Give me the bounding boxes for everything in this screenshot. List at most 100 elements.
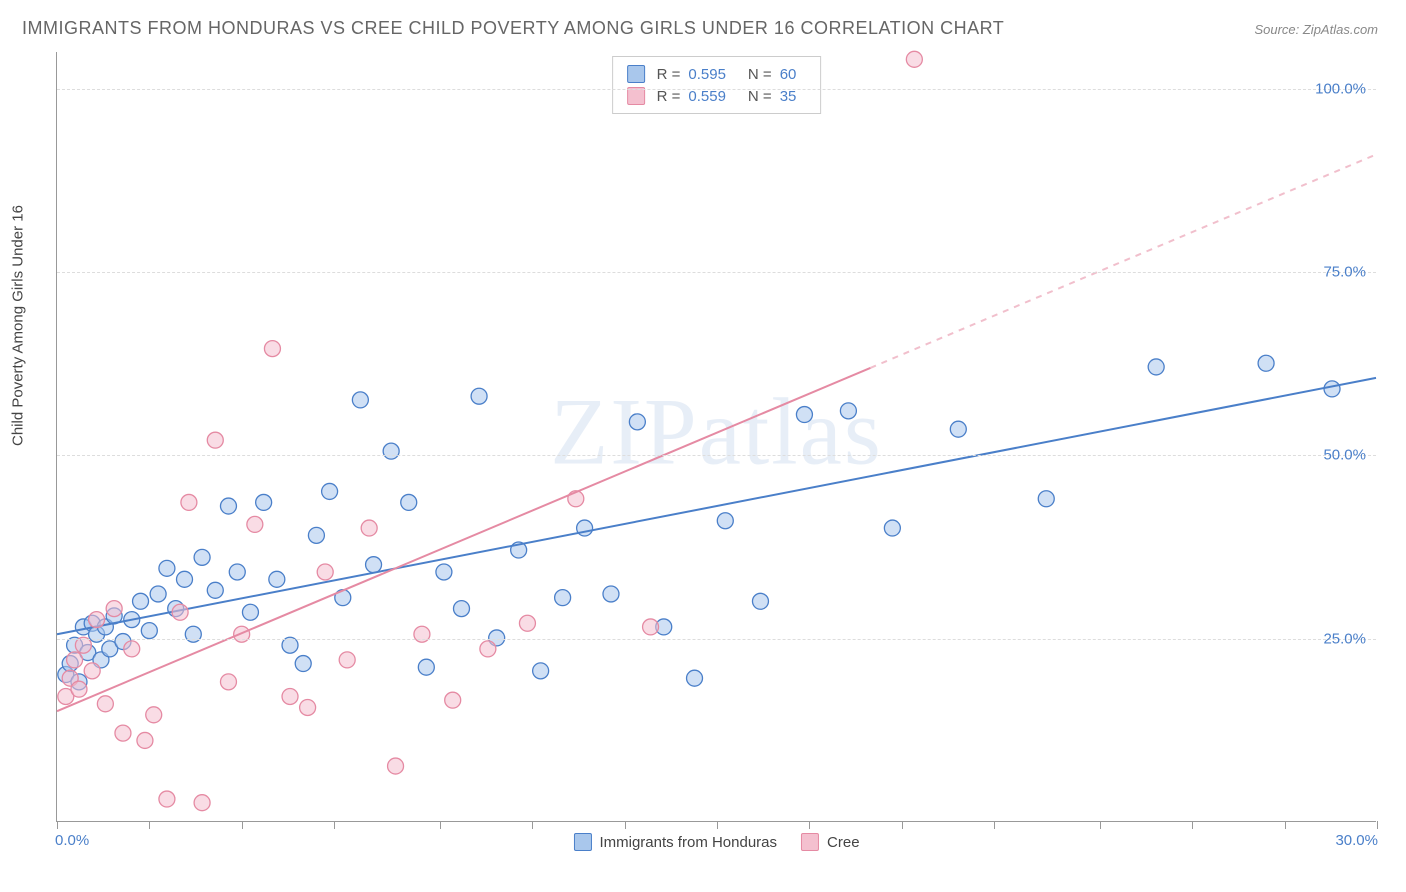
legend-swatch bbox=[627, 87, 645, 105]
scatter-point-cree bbox=[84, 663, 100, 679]
scatter-point-honduras bbox=[717, 513, 733, 529]
x-tick bbox=[902, 821, 903, 829]
grid-line bbox=[57, 455, 1376, 456]
scatter-point-cree bbox=[445, 692, 461, 708]
legend-swatch bbox=[801, 833, 819, 851]
x-tick bbox=[242, 821, 243, 829]
series-legend-label: Cree bbox=[827, 834, 860, 851]
scatter-point-cree bbox=[207, 432, 223, 448]
scatter-point-honduras bbox=[533, 663, 549, 679]
scatter-point-cree bbox=[194, 795, 210, 811]
scatter-point-honduras bbox=[159, 560, 175, 576]
x-tick bbox=[57, 821, 58, 829]
scatter-point-honduras bbox=[687, 670, 703, 686]
scatter-point-honduras bbox=[884, 520, 900, 536]
scatter-point-cree bbox=[339, 652, 355, 668]
series-legend-item: Immigrants from Honduras bbox=[573, 833, 777, 851]
x-tick bbox=[149, 821, 150, 829]
scatter-point-honduras bbox=[950, 421, 966, 437]
series-legend: Immigrants from Honduras Cree bbox=[573, 833, 859, 851]
scatter-point-cree bbox=[181, 494, 197, 510]
scatter-point-honduras bbox=[471, 388, 487, 404]
scatter-point-honduras bbox=[352, 392, 368, 408]
scatter-point-honduras bbox=[295, 656, 311, 672]
scatter-point-honduras bbox=[752, 593, 768, 609]
scatter-point-cree bbox=[220, 674, 236, 690]
grid-line bbox=[57, 89, 1376, 90]
scatter-point-honduras bbox=[220, 498, 236, 514]
x-tick bbox=[532, 821, 533, 829]
scatter-svg bbox=[57, 52, 1376, 821]
legend-swatch bbox=[573, 833, 591, 851]
x-axis-min-label: 0.0% bbox=[55, 832, 89, 849]
scatter-point-cree bbox=[282, 689, 298, 705]
correlation-legend: R =0.595N =60R =0.559N =35 bbox=[612, 56, 822, 114]
series-legend-label: Immigrants from Honduras bbox=[599, 834, 777, 851]
scatter-point-cree bbox=[643, 619, 659, 635]
scatter-point-honduras bbox=[308, 527, 324, 543]
scatter-point-cree bbox=[264, 341, 280, 357]
scatter-point-cree bbox=[519, 615, 535, 631]
x-tick bbox=[334, 821, 335, 829]
y-tick-label: 75.0% bbox=[1323, 264, 1366, 281]
scatter-point-cree bbox=[247, 516, 263, 532]
x-tick bbox=[625, 821, 626, 829]
y-axis-label: Child Poverty Among Girls Under 16 bbox=[10, 205, 27, 446]
y-tick-label: 25.0% bbox=[1323, 630, 1366, 647]
scatter-point-honduras bbox=[242, 604, 258, 620]
scatter-point-cree bbox=[71, 681, 87, 697]
scatter-point-honduras bbox=[185, 626, 201, 642]
source-attribution: Source: ZipAtlas.com bbox=[1254, 22, 1378, 37]
grid-line bbox=[57, 639, 1376, 640]
legend-n-label: N = bbox=[748, 88, 772, 105]
scatter-point-honduras bbox=[555, 590, 571, 606]
chart-title: IMMIGRANTS FROM HONDURAS VS CREE CHILD P… bbox=[22, 18, 1004, 39]
scatter-point-cree bbox=[106, 601, 122, 617]
scatter-point-honduras bbox=[1324, 381, 1340, 397]
scatter-point-honduras bbox=[603, 586, 619, 602]
scatter-point-honduras bbox=[269, 571, 285, 587]
scatter-point-cree bbox=[172, 604, 188, 620]
scatter-point-honduras bbox=[366, 557, 382, 573]
scatter-point-honduras bbox=[322, 483, 338, 499]
legend-swatch bbox=[627, 65, 645, 83]
legend-r-label: R = bbox=[657, 66, 681, 83]
legend-r-value: 0.595 bbox=[688, 66, 726, 83]
scatter-point-honduras bbox=[401, 494, 417, 510]
scatter-point-cree bbox=[89, 612, 105, 628]
x-tick bbox=[1100, 821, 1101, 829]
legend-r-label: R = bbox=[657, 88, 681, 105]
x-tick bbox=[440, 821, 441, 829]
scatter-point-cree bbox=[146, 707, 162, 723]
scatter-point-honduras bbox=[840, 403, 856, 419]
scatter-point-cree bbox=[480, 641, 496, 657]
legend-n-value: 35 bbox=[780, 88, 797, 105]
x-tick bbox=[717, 821, 718, 829]
scatter-point-honduras bbox=[194, 549, 210, 565]
grid-line bbox=[57, 272, 1376, 273]
legend-n-value: 60 bbox=[780, 66, 797, 83]
scatter-point-cree bbox=[137, 732, 153, 748]
scatter-point-honduras bbox=[796, 407, 812, 423]
scatter-point-honduras bbox=[1258, 355, 1274, 371]
x-tick bbox=[1377, 821, 1378, 829]
scatter-point-cree bbox=[115, 725, 131, 741]
scatter-point-cree bbox=[317, 564, 333, 580]
legend-r-value: 0.559 bbox=[688, 88, 726, 105]
scatter-point-honduras bbox=[133, 593, 149, 609]
x-tick bbox=[1192, 821, 1193, 829]
scatter-point-honduras bbox=[629, 414, 645, 430]
scatter-point-honduras bbox=[256, 494, 272, 510]
y-tick-label: 50.0% bbox=[1323, 447, 1366, 464]
scatter-point-honduras bbox=[453, 601, 469, 617]
x-axis-max-label: 30.0% bbox=[1335, 832, 1378, 849]
scatter-point-cree bbox=[300, 699, 316, 715]
scatter-point-honduras bbox=[383, 443, 399, 459]
scatter-point-honduras bbox=[141, 623, 157, 639]
scatter-point-honduras bbox=[207, 582, 223, 598]
trend-line-cree bbox=[57, 368, 870, 711]
scatter-point-cree bbox=[414, 626, 430, 642]
scatter-point-honduras bbox=[1038, 491, 1054, 507]
scatter-point-cree bbox=[906, 51, 922, 67]
scatter-point-cree bbox=[97, 696, 113, 712]
